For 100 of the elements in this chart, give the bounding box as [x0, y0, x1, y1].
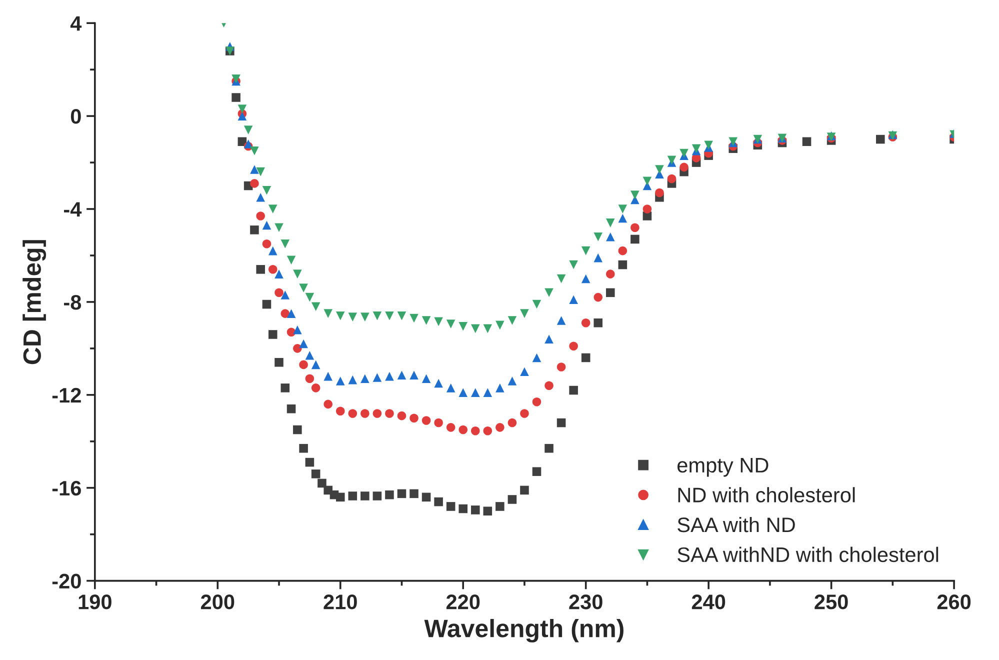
point: [483, 506, 492, 516]
point: [434, 418, 443, 428]
point: [250, 226, 259, 234]
point: [293, 425, 302, 434]
point: [520, 486, 529, 495]
point: [496, 502, 504, 511]
point: [630, 234, 640, 244]
x-tick-label: 200: [200, 594, 234, 610]
point: [802, 137, 812, 146]
point: [397, 370, 406, 380]
point: [232, 74, 240, 84]
point: [311, 360, 320, 370]
point: [680, 162, 688, 172]
point: [256, 212, 265, 220]
point: [293, 325, 302, 334]
point: [508, 316, 517, 325]
point: [286, 309, 296, 318]
point: [360, 409, 370, 418]
point: [556, 418, 566, 428]
legend-label: SAA with ND: [678, 516, 795, 532]
point: [496, 423, 504, 432]
point: [532, 353, 542, 362]
point: [286, 256, 296, 265]
point: [544, 444, 554, 453]
point: [483, 388, 492, 397]
point: [458, 425, 468, 434]
point: [594, 253, 603, 262]
point: [581, 318, 590, 328]
y-tick-label: -20: [52, 574, 81, 589]
x-tick-label: 230: [569, 594, 602, 610]
point: [630, 190, 640, 200]
point: [667, 156, 676, 165]
point: [556, 362, 566, 372]
point: [581, 353, 590, 362]
point: [305, 351, 314, 360]
point: [458, 322, 468, 331]
point: [348, 375, 358, 384]
point: [397, 411, 406, 420]
point: [544, 334, 554, 344]
point: [606, 288, 615, 298]
point: [232, 93, 240, 102]
point: [876, 134, 885, 144]
point: [410, 414, 418, 423]
legend-label: empty ND: [678, 458, 768, 477]
point: [618, 246, 628, 256]
point: [293, 344, 302, 353]
point: [532, 467, 542, 476]
point: [268, 265, 278, 274]
point: [680, 148, 688, 158]
point: [324, 309, 332, 318]
point: [446, 384, 456, 392]
point: [311, 470, 320, 478]
point: [280, 309, 290, 318]
point: [305, 374, 314, 384]
point: [372, 373, 382, 382]
point: [385, 312, 394, 320]
point: [268, 246, 278, 256]
point: [250, 146, 259, 156]
point: [311, 302, 320, 311]
point: [256, 265, 265, 274]
point: [299, 444, 308, 453]
point: [305, 292, 314, 302]
x-tick-label: 240: [692, 594, 726, 610]
point: [336, 376, 345, 386]
point: [385, 372, 394, 381]
point: [250, 165, 259, 174]
y-tick-label: 0: [70, 109, 81, 124]
point: [630, 223, 640, 232]
point: [238, 112, 247, 120]
point: [520, 367, 529, 376]
point: [667, 174, 676, 184]
legend-label: SAA withND with cholesterol: [678, 546, 938, 562]
point: [434, 497, 443, 506]
point: [305, 458, 314, 467]
point: [250, 179, 259, 188]
point: [274, 270, 284, 278]
point: [238, 104, 247, 114]
point: [256, 192, 265, 202]
point: [274, 288, 284, 298]
point: [470, 324, 480, 334]
point: [446, 423, 456, 432]
legend-label: ND with cholesterol: [678, 487, 855, 502]
point: [244, 140, 253, 148]
point: [556, 316, 566, 325]
point: [496, 384, 504, 392]
point: [324, 400, 332, 409]
point: [594, 232, 603, 242]
point: [372, 492, 382, 500]
x-tick-label: 250: [814, 594, 848, 610]
point: [532, 397, 542, 406]
point: [618, 204, 628, 214]
point: [372, 312, 382, 320]
point: [348, 312, 358, 322]
point: [280, 290, 290, 300]
point: [299, 339, 308, 348]
point: [262, 300, 272, 309]
point: [520, 309, 529, 318]
point: [470, 506, 480, 514]
point: [324, 372, 332, 381]
point: [618, 214, 628, 223]
